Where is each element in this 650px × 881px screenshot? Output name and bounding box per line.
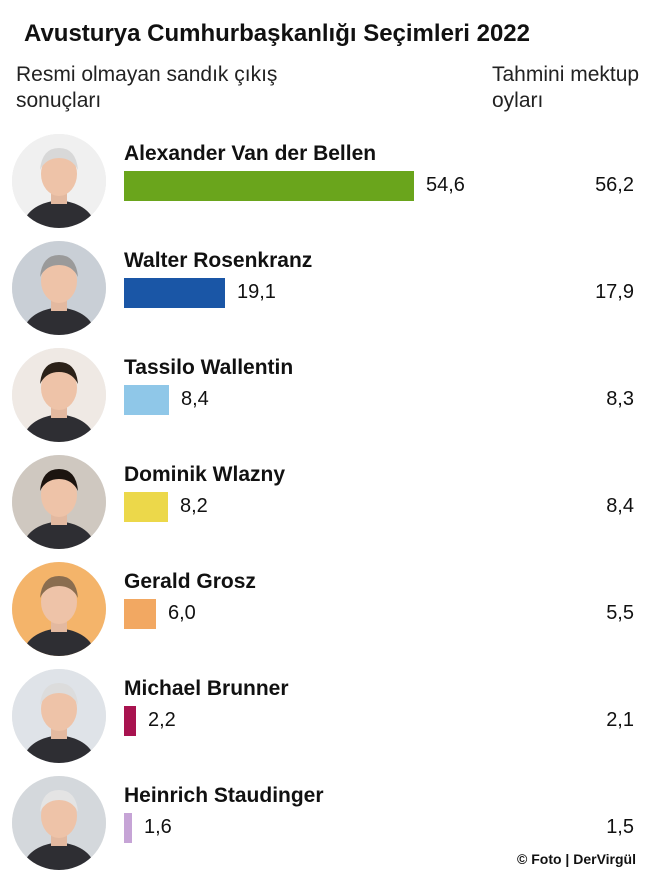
candidate-name: Walter Rosenkranz [124,249,313,272]
candidate-row: Tassilo Wallentin 8,4 8,3 [0,346,650,453]
result-bar [124,278,225,308]
result-value-label: 8,2 [180,495,208,517]
candidate-row: Dominik Wlazny 8,2 8,4 [0,453,650,560]
mail-vote-value: 56,2 [595,174,634,196]
candidate-name: Heinrich Staudinger [124,784,324,807]
candidate-name: Dominik Wlazny [124,463,286,486]
candidate-portrait [12,134,106,228]
candidate-portrait [12,348,106,442]
candidate-name: Tassilo Wallentin [124,356,294,379]
result-bar [124,706,136,736]
mail-vote-value: 5,5 [606,602,634,624]
result-value-label: 1,6 [144,816,172,838]
candidate-row: Heinrich Staudinger 1,6 1,5 [0,774,650,881]
result-value-label: 54,6 [426,174,465,196]
series-label-ballot: Resmi olmayan sandık çıkış sonuçları [16,63,278,112]
candidate-portrait [12,776,106,870]
mail-vote-value: 8,4 [606,495,634,517]
candidate-name: Gerald Grosz [124,570,256,593]
result-bar [124,171,414,201]
chart-title: Avusturya Cumhurbaşkanlığı Seçimleri 202… [24,20,530,47]
candidate-row: Michael Brunner 2,2 2,1 [0,667,650,774]
candidate-row: Alexander Van der Bellen 54,6 56,2 [0,132,650,239]
mail-vote-value: 17,9 [595,281,634,303]
candidate-portrait [12,455,106,549]
mail-vote-value: 2,1 [606,709,634,731]
mail-vote-value: 1,5 [606,816,634,838]
candidate-row: Walter Rosenkranz 19,1 17,9 [0,239,650,346]
mail-vote-value: 8,3 [606,388,634,410]
result-bar [124,599,156,629]
candidate-portrait [12,669,106,763]
result-bar [124,813,132,843]
result-value-label: 2,2 [148,709,176,731]
candidate-name: Alexander Van der Bellen [124,142,377,165]
candidate-portrait [12,241,106,335]
candidate-portrait [12,562,106,656]
result-value-label: 19,1 [237,281,276,303]
result-bar [124,492,168,522]
series-label-mail: Tahmini mektup oyları [492,63,640,112]
result-bar [124,385,169,415]
photo-credit: © Foto | DerVirgül [517,851,636,867]
result-value-label: 6,0 [168,602,196,624]
candidate-row: Gerald Grosz 6,0 5,5 [0,560,650,667]
candidate-name: Michael Brunner [124,677,289,700]
result-value-label: 8,4 [181,388,209,410]
